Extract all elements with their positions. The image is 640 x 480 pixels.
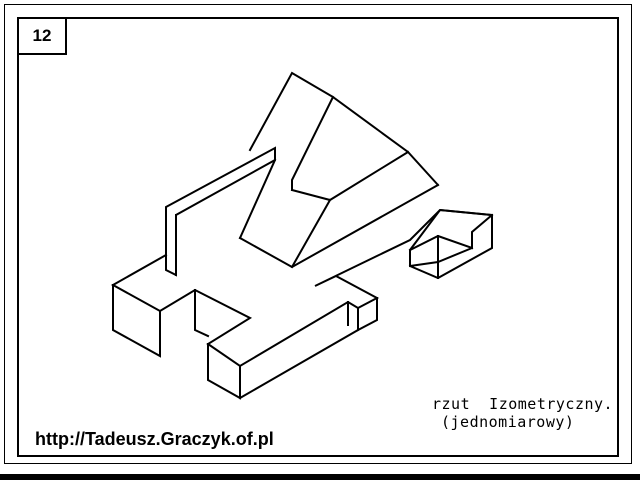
drawing-frame [17, 17, 619, 457]
author-url: http://Tadeusz.Graczyk.of.pl [35, 429, 274, 449]
slope-face [290, 198, 332, 269]
base-slab-top [110, 208, 494, 368]
base-slab-front-4 [238, 307, 359, 400]
slope-base [238, 183, 440, 269]
bottom-bar [0, 474, 640, 480]
base-slab-front [112, 284, 161, 358]
base-slab-front-6 [356, 297, 378, 332]
slope-top [331, 95, 440, 187]
slope-ridge [248, 71, 335, 191]
sheet-number: 12 [17, 17, 67, 55]
slope-step [290, 150, 410, 202]
outer-border [4, 4, 632, 464]
base-slab-front-3 [207, 343, 241, 400]
base-slab-front-2 [194, 289, 210, 338]
left-plate [165, 146, 276, 277]
projection-sublabel: (jednomiarowy) [441, 413, 575, 431]
slope-front [238, 158, 277, 240]
projection-label: rzut Izometryczny. [432, 395, 614, 413]
